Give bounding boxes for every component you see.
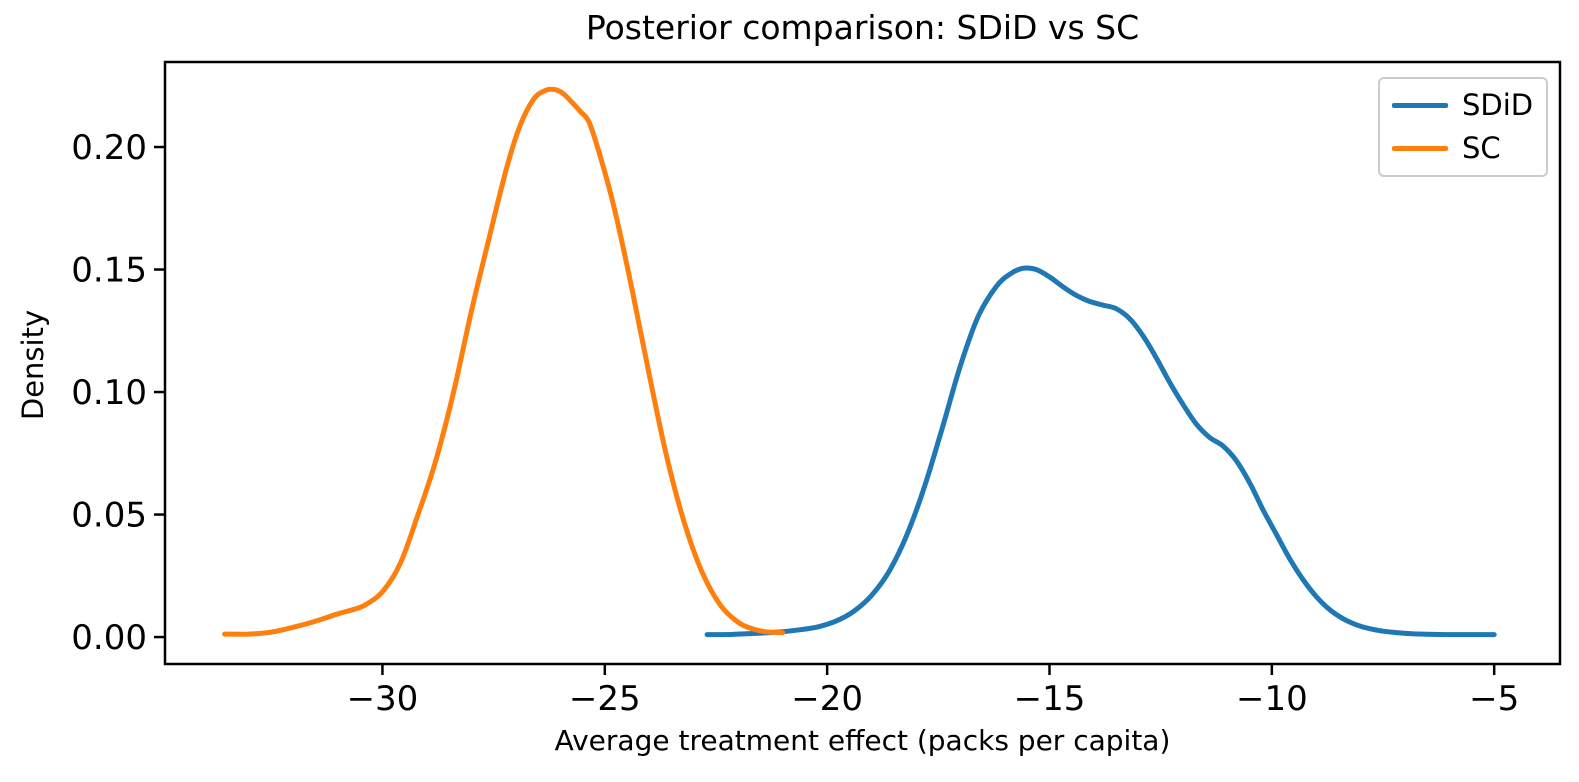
y-tick-label: 0.20 bbox=[71, 128, 147, 168]
x-axis-label: Average treatment effect (packs per capi… bbox=[554, 724, 1171, 757]
y-tick-label: 0.10 bbox=[71, 373, 147, 413]
chart-title: Posterior comparison: SDiD vs SC bbox=[585, 8, 1140, 47]
y-tick-label: 0.00 bbox=[71, 618, 147, 658]
axes-spines bbox=[163, 60, 1562, 666]
x-tick-label: −20 bbox=[791, 679, 863, 719]
legend-entry-sc: SC bbox=[1392, 134, 1532, 163]
x-tick-label: −30 bbox=[347, 679, 419, 719]
y-tick-label: 0.05 bbox=[71, 496, 147, 536]
x-tick-label: −25 bbox=[569, 679, 641, 719]
y-tick-label: 0.15 bbox=[71, 251, 147, 291]
legend-label-sc: SC bbox=[1462, 131, 1501, 165]
legend-entry-sdid: SDiD bbox=[1392, 88, 1534, 122]
legend-label-sdid: SDiD bbox=[1462, 88, 1534, 122]
y-axis-label: Density bbox=[16, 309, 50, 421]
density-curve-sdid bbox=[704, 265, 1497, 638]
sc-line-swatch bbox=[1392, 146, 1448, 151]
x-tick-label: −5 bbox=[1469, 679, 1519, 719]
sdid-line-swatch bbox=[1392, 103, 1448, 108]
legend: SDiD SC bbox=[1378, 77, 1548, 177]
x-tick-label: −15 bbox=[1014, 679, 1086, 719]
density-curve-sc bbox=[222, 86, 786, 637]
x-tick-label: −10 bbox=[1236, 679, 1308, 719]
